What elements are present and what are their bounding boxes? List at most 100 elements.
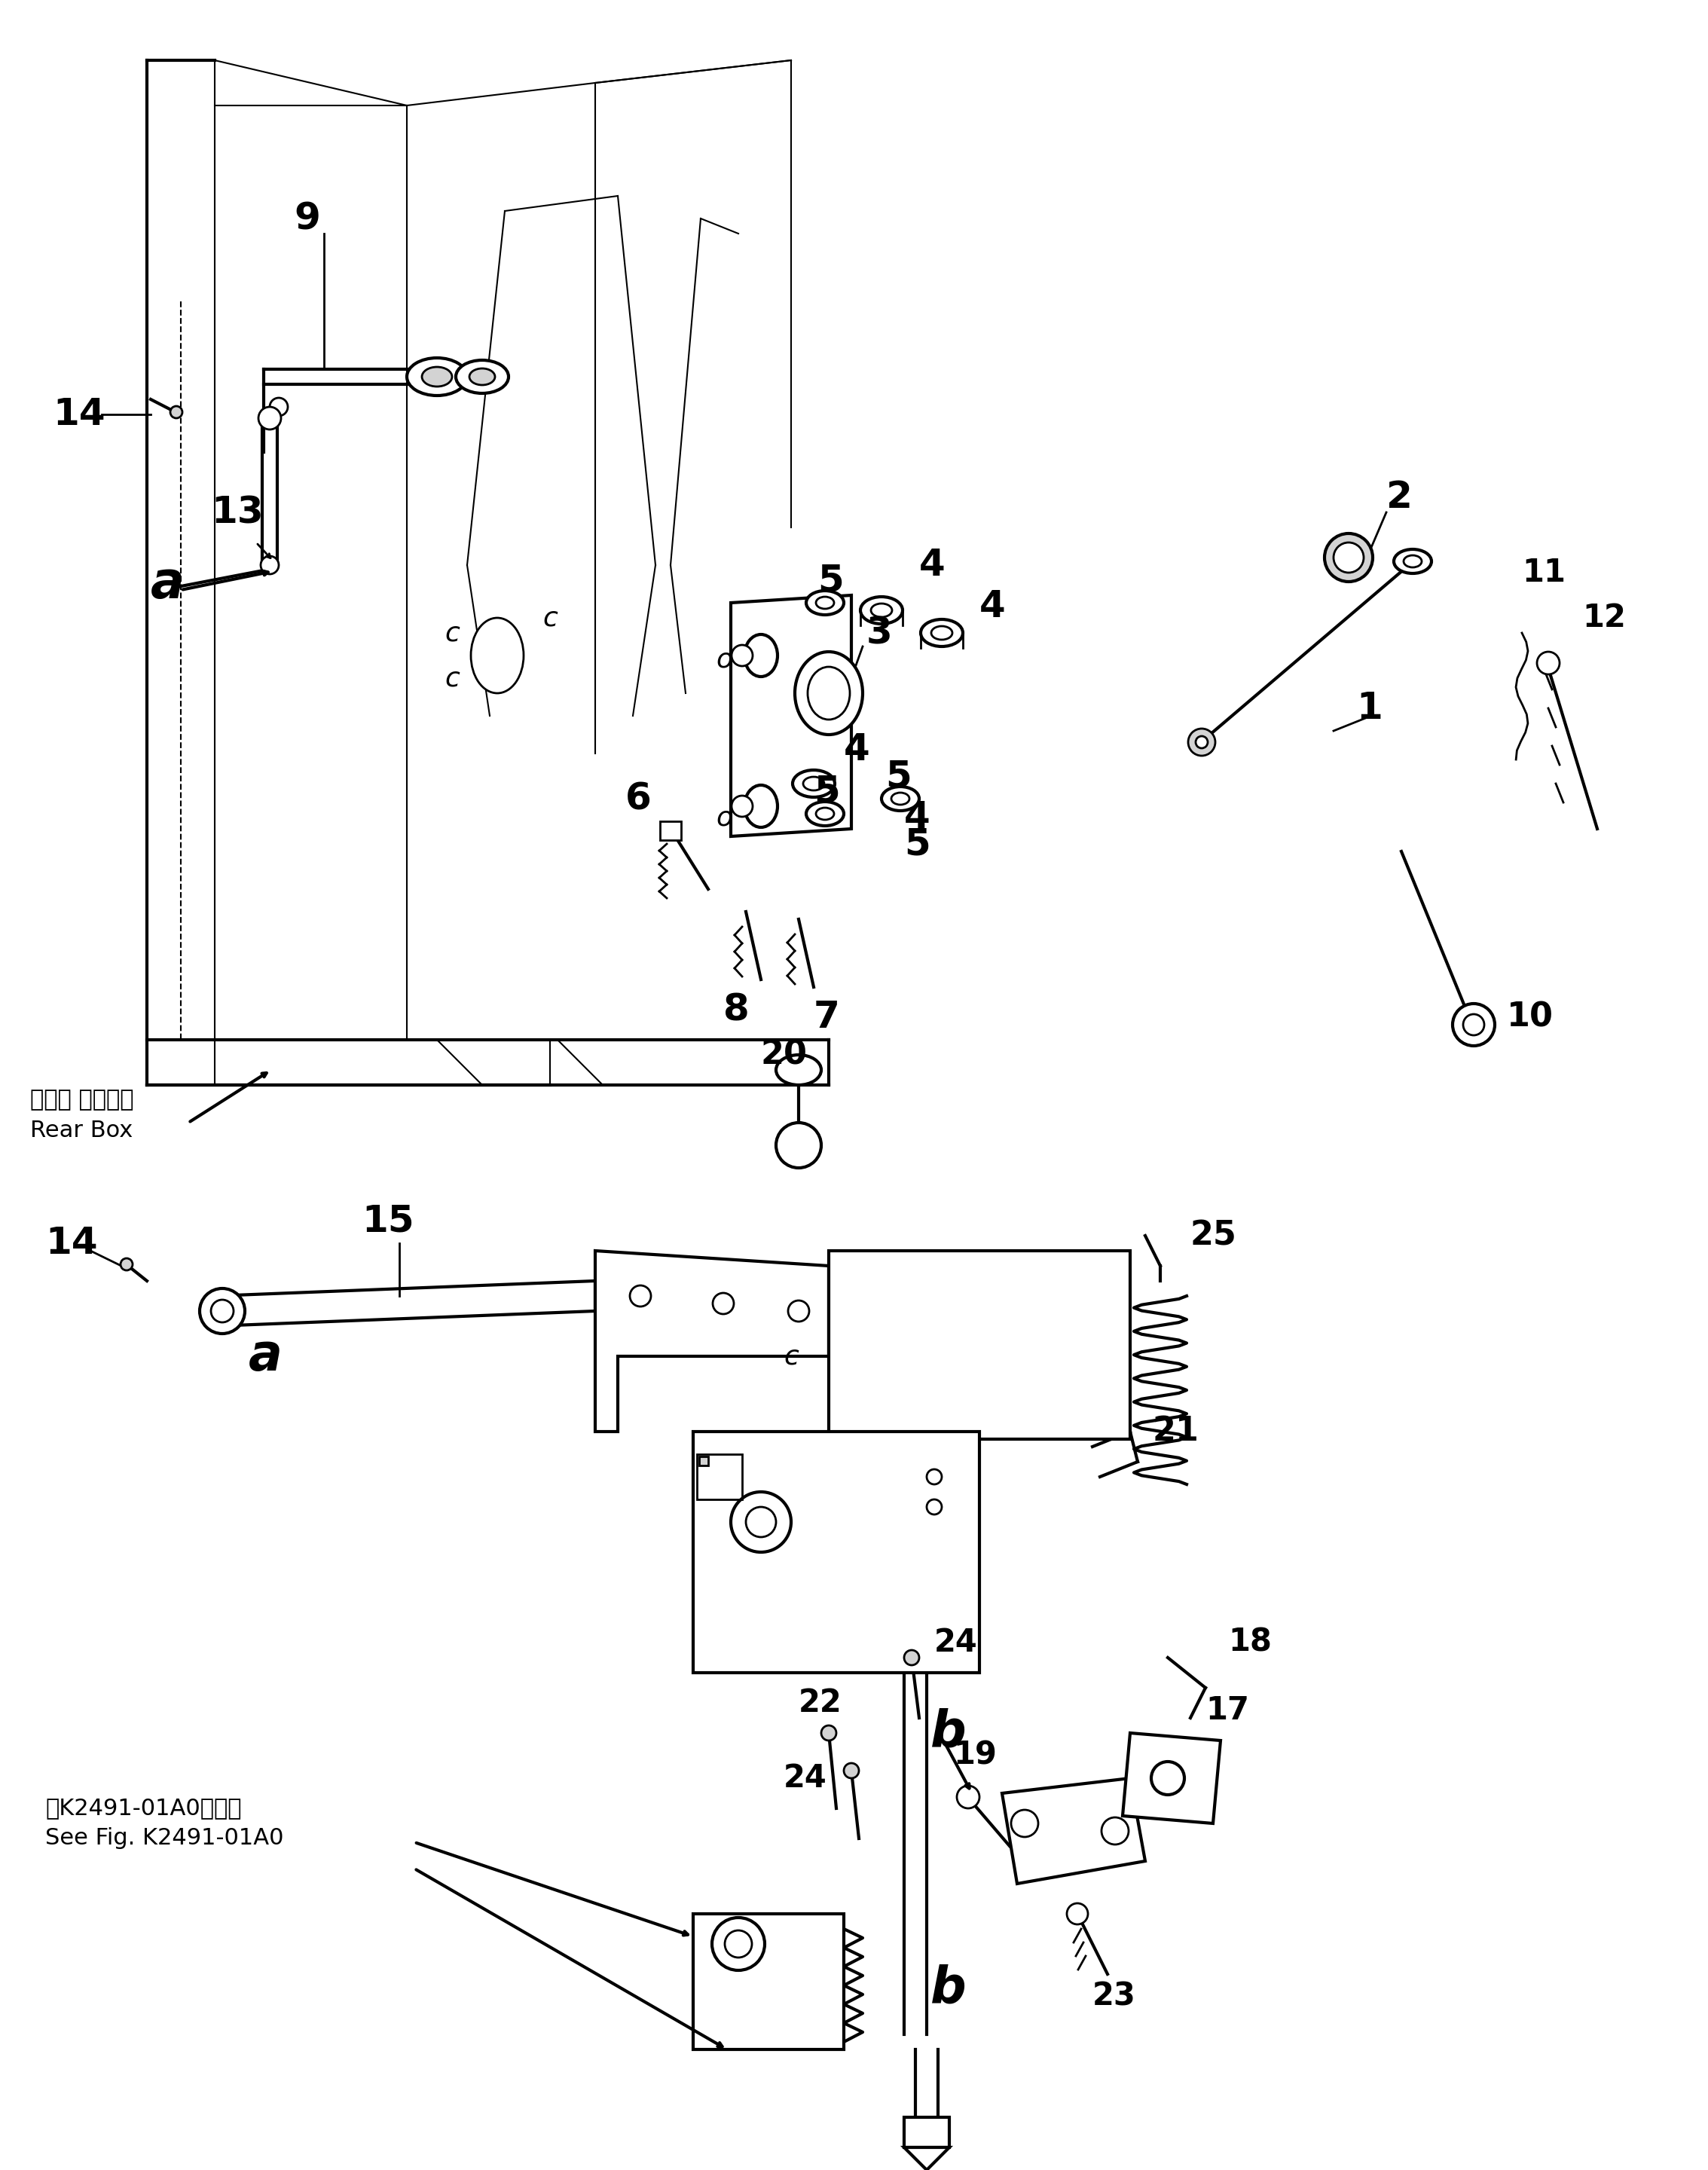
- Text: 17: 17: [1206, 1695, 1249, 1725]
- Circle shape: [121, 1259, 133, 1269]
- Bar: [693, 1914, 844, 2048]
- Circle shape: [258, 408, 282, 430]
- Text: 15: 15: [362, 1202, 413, 1239]
- Ellipse shape: [470, 369, 495, 384]
- Polygon shape: [659, 820, 681, 840]
- Ellipse shape: [806, 801, 844, 827]
- Ellipse shape: [1394, 549, 1431, 573]
- Text: 23: 23: [1093, 1981, 1136, 2012]
- Circle shape: [731, 1493, 791, 1552]
- Circle shape: [212, 1300, 234, 1322]
- Circle shape: [1452, 1003, 1494, 1046]
- Text: 16: 16: [1153, 1777, 1196, 1810]
- Text: a: a: [150, 560, 184, 610]
- Circle shape: [724, 1931, 752, 1957]
- Circle shape: [1334, 542, 1363, 573]
- Circle shape: [712, 1918, 765, 1970]
- Bar: [904, 2118, 950, 2148]
- Circle shape: [200, 1289, 244, 1335]
- Polygon shape: [594, 1250, 828, 1432]
- Text: 5: 5: [885, 757, 912, 794]
- Circle shape: [171, 406, 183, 419]
- Text: b: b: [931, 1708, 967, 1758]
- Ellipse shape: [1404, 556, 1421, 566]
- Circle shape: [270, 397, 289, 417]
- Circle shape: [712, 1293, 734, 1315]
- Polygon shape: [1003, 1777, 1144, 1884]
- Ellipse shape: [892, 792, 909, 805]
- Ellipse shape: [881, 786, 919, 812]
- Text: 5: 5: [813, 773, 840, 809]
- Text: 4: 4: [904, 799, 931, 835]
- Ellipse shape: [861, 597, 902, 625]
- Text: 12: 12: [1582, 601, 1626, 634]
- Ellipse shape: [803, 777, 825, 790]
- Polygon shape: [1122, 1734, 1221, 1823]
- Circle shape: [1196, 736, 1208, 749]
- Text: 10: 10: [1506, 1000, 1554, 1033]
- Circle shape: [787, 1300, 810, 1322]
- Text: See Fig. K2491-01A0: See Fig. K2491-01A0: [44, 1827, 284, 1849]
- Text: 14: 14: [44, 1226, 97, 1261]
- Ellipse shape: [407, 358, 466, 395]
- Bar: [828, 1250, 1131, 1439]
- Circle shape: [1151, 1762, 1184, 1795]
- Text: c: c: [444, 621, 459, 647]
- Circle shape: [1537, 651, 1559, 675]
- Circle shape: [1011, 1810, 1038, 1838]
- Ellipse shape: [775, 1055, 822, 1085]
- Text: 25: 25: [1190, 1220, 1237, 1252]
- Text: 4: 4: [919, 547, 945, 584]
- Bar: [699, 1456, 709, 1465]
- Text: 24: 24: [784, 1762, 827, 1795]
- Circle shape: [1102, 1818, 1129, 1844]
- Circle shape: [1324, 534, 1373, 582]
- Circle shape: [630, 1285, 651, 1306]
- Circle shape: [1464, 1013, 1484, 1035]
- Ellipse shape: [456, 360, 509, 393]
- Ellipse shape: [806, 590, 844, 614]
- Circle shape: [261, 556, 278, 575]
- Text: o: o: [716, 805, 733, 831]
- Text: 22: 22: [799, 1686, 842, 1719]
- Ellipse shape: [816, 597, 834, 610]
- Circle shape: [746, 1506, 775, 1536]
- Ellipse shape: [775, 1122, 822, 1167]
- Text: 5: 5: [904, 827, 931, 861]
- Ellipse shape: [793, 770, 835, 796]
- Text: 13: 13: [212, 495, 263, 529]
- Ellipse shape: [921, 618, 963, 647]
- Polygon shape: [904, 2148, 950, 2170]
- Text: 9: 9: [294, 200, 319, 237]
- Polygon shape: [731, 595, 851, 835]
- Ellipse shape: [816, 807, 834, 820]
- Circle shape: [1068, 1903, 1088, 1925]
- Text: a: a: [249, 1332, 282, 1380]
- Text: 14: 14: [53, 397, 106, 432]
- Ellipse shape: [745, 634, 777, 677]
- Ellipse shape: [745, 786, 777, 827]
- Text: 1: 1: [1356, 690, 1382, 727]
- Ellipse shape: [931, 627, 953, 640]
- Bar: [697, 1454, 741, 1499]
- Text: 第K2491-01A0図参照: 第K2491-01A0図参照: [44, 1797, 241, 1818]
- Text: 3: 3: [866, 614, 893, 651]
- Text: o: o: [716, 647, 733, 673]
- Text: 11: 11: [1522, 558, 1566, 588]
- Circle shape: [844, 1762, 859, 1777]
- Text: 4: 4: [844, 731, 869, 768]
- Text: Rear Box: Rear Box: [31, 1120, 133, 1141]
- Ellipse shape: [422, 367, 453, 386]
- Circle shape: [1189, 729, 1216, 755]
- Text: c: c: [784, 1343, 799, 1369]
- Text: 24: 24: [934, 1628, 977, 1658]
- Text: 19: 19: [953, 1740, 997, 1771]
- Text: 5: 5: [818, 562, 844, 599]
- Circle shape: [731, 644, 753, 666]
- Ellipse shape: [471, 618, 524, 692]
- Text: 21: 21: [1153, 1415, 1199, 1447]
- Text: 6: 6: [625, 781, 651, 816]
- Text: リヤー ボックス: リヤー ボックス: [31, 1089, 133, 1111]
- Circle shape: [731, 796, 753, 816]
- Circle shape: [956, 1786, 979, 1808]
